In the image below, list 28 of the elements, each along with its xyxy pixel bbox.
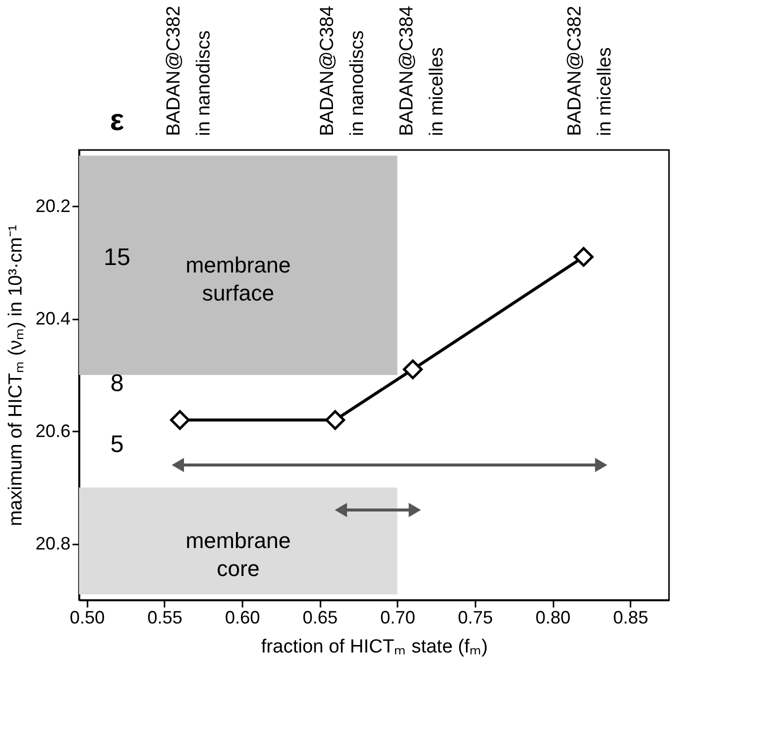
y-tick-label: 20.4 bbox=[35, 308, 70, 328]
point bbox=[325, 410, 346, 430]
x-tick-label: 0.75 bbox=[458, 608, 493, 628]
y-axis-title: maximum of HICTₘ (νₘ) in 10³·cm⁻¹ bbox=[5, 224, 26, 526]
x-tick-label: 0.50 bbox=[70, 608, 105, 628]
annotation: membrane core bbox=[186, 528, 291, 581]
x-tick-label: 0.55 bbox=[147, 608, 182, 628]
x-tick-label: 0.80 bbox=[536, 608, 571, 628]
annotation: membrane surface bbox=[186, 252, 291, 306]
y-tick-label: 20.8 bbox=[35, 533, 70, 554]
point bbox=[574, 246, 594, 267]
x-tick-label: 0.65 bbox=[302, 608, 338, 628]
x-tick-label: 0.85 bbox=[613, 608, 648, 628]
y-tick-label: 20.6 bbox=[35, 420, 70, 441]
point bbox=[170, 410, 190, 430]
x-axis-title: fraction of HICTₘ state (fₘ) bbox=[261, 636, 488, 658]
y-tick-label: 20.2 bbox=[35, 196, 70, 216]
annotation: 8 bbox=[110, 370, 124, 397]
text: BADAN@C384 in nanodiscs bbox=[316, 5, 368, 136]
text: BADAN@C382 in nanodiscs bbox=[163, 6, 214, 136]
annotation: 15 bbox=[104, 244, 130, 271]
text: BADAN@C384 in micelles bbox=[396, 5, 448, 136]
x-tick-label: 0.70 bbox=[380, 608, 416, 628]
annotation: 5 bbox=[110, 430, 124, 458]
x-tick-label: 0.60 bbox=[225, 608, 260, 628]
point bbox=[402, 359, 423, 380]
text: BADAN@C382 in micelles bbox=[564, 6, 616, 136]
text: ε bbox=[110, 104, 124, 137]
